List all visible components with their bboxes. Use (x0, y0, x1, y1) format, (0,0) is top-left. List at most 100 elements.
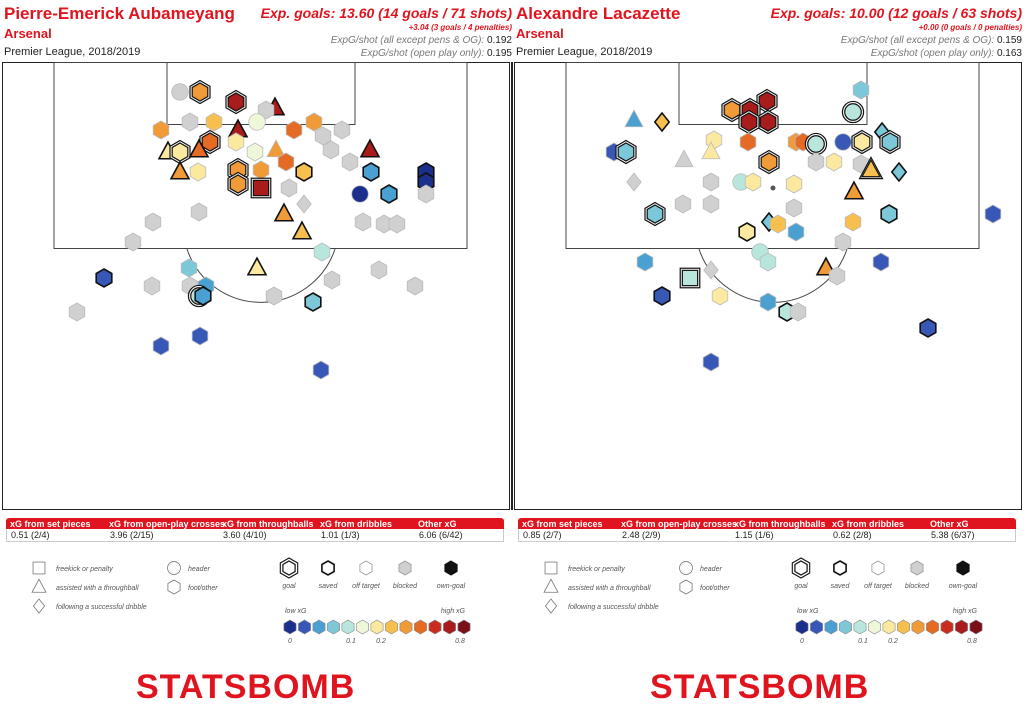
shot-foot (171, 142, 189, 162)
shot-foot (825, 152, 843, 172)
shot-foot (785, 198, 803, 218)
shot-foot (205, 112, 223, 132)
shot-marker (351, 185, 369, 203)
table-header: xG from set pieces xG from open-play cro… (518, 518, 1016, 529)
shot-marker (169, 139, 191, 165)
legend-outcome-0 (282, 560, 296, 576)
shot-marker (744, 172, 762, 192)
player-panel-right: Alexandre Lacazette Arsenal Premier Leag… (512, 0, 1024, 710)
shot-marker (789, 302, 807, 322)
legend-high-label: high xG (441, 608, 466, 615)
shot-marker (354, 212, 372, 232)
legend-outcome-label: goal (282, 583, 296, 590)
team-name: Arsenal (4, 26, 52, 41)
shot-marker (406, 276, 424, 296)
shot-marker (834, 232, 852, 252)
header-set-pieces: xG from set pieces (10, 519, 91, 529)
shot-foot (143, 276, 161, 296)
shot-marker (653, 286, 671, 306)
legend-scale-swatch (955, 619, 968, 635)
legend-scale-tick: 0 (800, 638, 804, 645)
legend-shape-label: freekick or penalty (56, 566, 113, 573)
shot-foot (354, 212, 372, 232)
exp-goals-diff: +0.00 (0 goals / 0 penalties) (918, 23, 1022, 32)
player-panel-left: Pierre-Emerick Aubameyang Arsenal Premie… (2, 4, 512, 706)
legend-low-label: low xG (285, 608, 307, 615)
shot-foot (744, 172, 762, 192)
shot-marker (674, 149, 694, 168)
header-throughballs: xG from throughballs (222, 519, 314, 529)
shot-marker (296, 194, 312, 214)
legend-shape-dribble (32, 598, 46, 614)
shot-marker (295, 162, 313, 182)
exp-goals: Exp. goals: 13.60 (14 goals / 71 shots) (260, 5, 512, 21)
shot-dribble (296, 194, 312, 214)
shot-marker (653, 111, 671, 133)
shot-foot (740, 112, 758, 132)
shot-marker (370, 260, 388, 280)
xg-per-shot-open: ExpG/shot (open play only): 0.163 (871, 48, 1022, 59)
legend-scale-tick: 0.1 (346, 638, 356, 645)
shot-marker (636, 252, 654, 272)
legend-high-label: high xG (953, 608, 978, 615)
legend-left: freekick or penalty assisted with a throu… (31, 557, 471, 645)
shot-marker (739, 132, 757, 152)
shot-foot (181, 112, 199, 132)
legend-outcome-1 (833, 560, 847, 576)
legend-shape-label: header (188, 566, 210, 573)
shot-marker (341, 152, 359, 172)
shot-marker (227, 171, 249, 197)
shot-marker (841, 100, 865, 124)
shot-foot (919, 318, 937, 338)
shot-throughball (359, 138, 381, 158)
shot-marker (250, 177, 272, 199)
shot-marker (68, 302, 86, 322)
shot-foot (852, 80, 870, 100)
shot-foot (285, 120, 303, 140)
shot-dribble (653, 111, 671, 133)
legend-shape-label: assisted with a throughball (568, 585, 651, 592)
shot-marker (252, 160, 270, 180)
shot-foot (807, 152, 825, 172)
legend-outcome-label: own-goal (437, 583, 466, 590)
table-row: 0.85 (2/7) 2.48 (2/9) 1.15 (1/6) 0.62 (2… (518, 529, 1016, 542)
legend-outcome-label: blocked (905, 583, 930, 590)
shot-marker (152, 120, 170, 140)
legend-shape-foot (167, 579, 181, 595)
legend-scale-swatch (868, 619, 881, 635)
shot-marker (248, 113, 266, 131)
legend-shape-label: foot/other (700, 585, 730, 592)
player-name: Pierre-Emerick Aubameyang (4, 4, 235, 23)
shot-marker (188, 138, 210, 158)
legend-shape-label: assisted with a throughball (56, 585, 139, 592)
header-set-pieces: xG from set pieces (522, 519, 603, 529)
shot-foot (277, 152, 295, 172)
shot-foot (190, 202, 208, 222)
legend-right: freekick or penalty assisted with a throu… (543, 557, 983, 645)
shot-marker (277, 152, 295, 172)
shot-marker (807, 152, 825, 172)
header-dribbles: xG from dribbles (320, 519, 393, 529)
shot-throughball (169, 160, 191, 180)
shot-marker (380, 184, 398, 204)
shot-foot (789, 302, 807, 322)
legend-outcome-label: off target (352, 583, 381, 590)
competition: Premier League, 2018/2019 (4, 46, 141, 58)
header-crosses: xG from open-play crosses (621, 519, 738, 529)
shot-throughball (291, 220, 313, 240)
shot-marker (758, 149, 780, 175)
shot-marker (189, 79, 211, 105)
legend-low-label: low xG (797, 608, 819, 615)
shot-foot (872, 252, 890, 272)
legend-outcome-label: blocked (393, 583, 418, 590)
shot-foot (674, 194, 692, 214)
xg-per-shot-all-label: ExpG/shot (all except pens & OG): (840, 35, 995, 46)
shot-foot (257, 100, 275, 120)
shot-foot (227, 132, 245, 152)
shot-marker (852, 80, 870, 100)
shot-marker (984, 204, 1002, 224)
shot-marker (314, 126, 332, 146)
shot-dribble (626, 172, 642, 192)
exp-goals: Exp. goals: 10.00 (12 goals / 63 shots) (770, 5, 1022, 21)
shot-marker (759, 252, 777, 272)
